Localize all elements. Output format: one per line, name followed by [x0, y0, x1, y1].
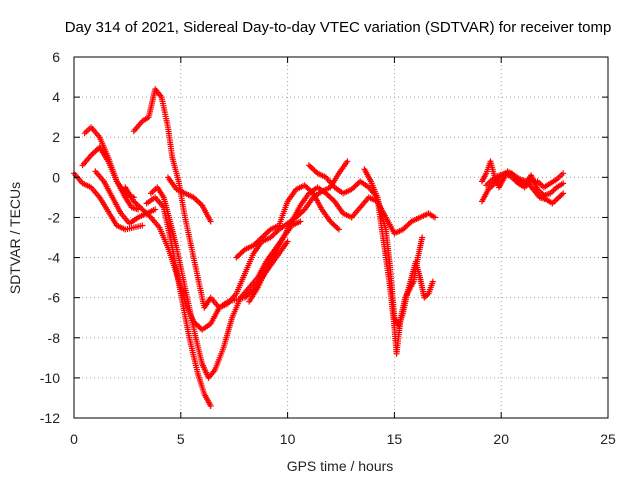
data-point-marker [297, 218, 304, 225]
x-tick-label: 0 [70, 431, 78, 447]
y-tick-label: 0 [52, 169, 60, 185]
x-tick-label: 5 [177, 431, 185, 447]
y-tick-label: -12 [40, 410, 60, 426]
y-axis-label: SDTVAR / TECUs [7, 182, 23, 294]
data-point-marker [431, 214, 438, 221]
x-axis-label: GPS time / hours [287, 458, 394, 474]
data-point-marker [560, 190, 567, 197]
data-point-marker [139, 222, 146, 229]
data-points [71, 86, 567, 409]
y-tick-label: -8 [48, 330, 61, 346]
data-point-marker [344, 158, 351, 165]
x-tick-label: 15 [387, 431, 403, 447]
y-tick-label: 2 [52, 129, 60, 145]
axis-ticks: 0 5 10 15 20 25 -12 -10 -8 -6 -4 -2 0 2 4 6 [40, 49, 616, 447]
y-tick-label: 4 [52, 89, 60, 105]
data-point-marker [560, 170, 567, 177]
y-tick-label: 6 [52, 49, 60, 65]
y-tick-label: -4 [48, 250, 61, 266]
y-tick-label: -2 [48, 209, 61, 225]
y-tick-label: -10 [40, 370, 60, 386]
data-point-marker [207, 218, 214, 225]
chart-title: Day 314 of 2021, Sidereal Day-to-day VTE… [65, 19, 612, 36]
x-tick-label: 10 [280, 431, 296, 447]
data-point-marker [560, 180, 567, 187]
x-tick-label: 25 [600, 431, 616, 447]
data-point-marker [284, 238, 291, 245]
data-point-marker [429, 278, 436, 285]
y-tick-label: -6 [48, 290, 61, 306]
data-point-marker [335, 226, 342, 233]
x-tick-label: 20 [493, 431, 509, 447]
data-point-marker [152, 206, 159, 213]
data-point-marker [419, 234, 426, 241]
plot-border [73, 56, 609, 419]
data-point-marker [207, 402, 214, 409]
